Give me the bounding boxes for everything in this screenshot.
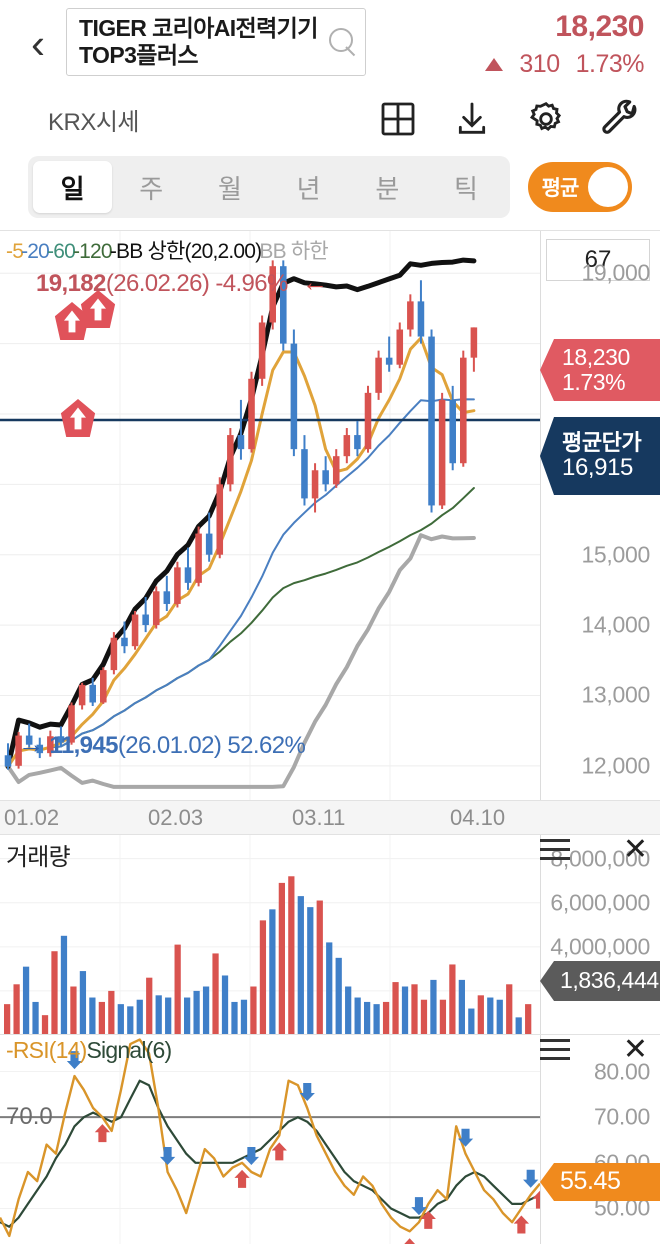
- rsi-panel[interactable]: -RSI(14)Signal(6) ✕ 70.0 80.00 70.00 60.00…: [0, 1034, 660, 1244]
- volume-axis-tick: 6,000,000: [550, 889, 650, 916]
- header-icon-group: [378, 99, 640, 139]
- symbol-title-line2: TOP3플러스: [79, 42, 199, 68]
- rsi-axis-tick: 80.00: [593, 1058, 650, 1085]
- symbol-search-box[interactable]: TIGER 코리아AI전력기기 TOP3플러스: [66, 8, 366, 76]
- back-button[interactable]: ‹: [10, 8, 66, 80]
- volume-panel[interactable]: 거래량 ✕ 8,000,0006,000,0004,000,0002,000,0…: [0, 834, 660, 1034]
- tab-minute[interactable]: 분: [375, 173, 399, 204]
- price-axis-tick: 14,000: [581, 611, 650, 638]
- price-change: 310: [519, 50, 560, 78]
- average-cost-value: 16,915: [562, 453, 634, 481]
- low-pct: 52.62%: [227, 732, 306, 759]
- low-value: 11,945: [49, 732, 118, 759]
- current-price-tag-pct: 1.73%: [562, 369, 626, 395]
- price-axis-tick: 13,000: [581, 681, 650, 708]
- average-toggle[interactable]: 평균: [528, 162, 632, 212]
- tab-day[interactable]: 일: [33, 161, 112, 213]
- low-date: (26.01.02): [117, 732, 222, 759]
- rsi-plot[interactable]: 70.0: [0, 1035, 540, 1244]
- average-cost-tag: 평균단가 16,915: [540, 417, 660, 495]
- price-chart-panel[interactable]: -5-20-60-120-BB 상한(20,2.00)BB 하한 19,182(…: [0, 230, 660, 800]
- volume-axis-tick: 4,000,000: [550, 933, 650, 960]
- rsi-axis-tick: 70.00: [593, 1103, 650, 1130]
- rsi-axis: 80.00 70.00 60.00 50.00: [540, 1035, 660, 1244]
- average-cost-label: 평균단가: [562, 429, 642, 455]
- triangle-up-icon: [485, 58, 504, 71]
- high-date: (26.02.26): [105, 270, 210, 297]
- download-icon[interactable]: [452, 99, 492, 139]
- price-block: 18,230 310 1.73%: [366, 8, 650, 79]
- low-annotation: → 11,945(26.01.02) 52.62%: [18, 729, 306, 760]
- tab-year[interactable]: 년: [296, 173, 321, 204]
- gear-icon[interactable]: [526, 99, 566, 139]
- legend-ma5: -5: [6, 240, 24, 263]
- legend-rsi: -RSI(14): [6, 1037, 87, 1063]
- chart-area: -5-20-60-120-BB 상한(20,2.00)BB 하한 19,182(…: [0, 230, 660, 1244]
- rsi-close-icon[interactable]: ✕: [622, 1033, 648, 1066]
- volume-hamburger-icon[interactable]: [540, 839, 570, 861]
- price-change-percent: 1.73%: [575, 50, 645, 78]
- date-axis-tick: 02.03: [148, 805, 204, 830]
- price-axis[interactable]: 67 19,00018,00017,00016,00015,00014,0001…: [540, 231, 660, 800]
- current-price-tag-value: 18,230: [562, 343, 630, 370]
- candle-count-box[interactable]: 67: [546, 239, 650, 281]
- current-price-tag: 18,230 1.73%: [540, 339, 660, 401]
- price-axis-tick: 12,000: [581, 752, 650, 779]
- high-value: 19,182: [36, 270, 106, 297]
- app-header: ‹ TIGER 코리아AI전력기기 TOP3플러스 18,230 310 1.7…: [0, 0, 660, 88]
- symbol-title-line1: TIGER 코리아AI전력기기: [79, 14, 318, 41]
- period-tab-bar: 일 주 월 년 분 틱 평균: [0, 150, 660, 230]
- rsi-value-tag: 55.45: [540, 1163, 660, 1201]
- average-toggle-label: 평균: [541, 177, 580, 200]
- price-axis-tick: 15,000: [581, 541, 650, 568]
- legend-ma20: -20: [21, 240, 50, 263]
- rsi-threshold-label: 70.0: [6, 1103, 53, 1131]
- arrow-left-icon: ←: [301, 267, 328, 297]
- tab-week[interactable]: 주: [139, 173, 163, 204]
- date-axis-tick: 01.02: [4, 805, 60, 830]
- tab-month[interactable]: 월: [217, 173, 242, 204]
- tab-tick[interactable]: 틱: [453, 173, 478, 204]
- price-axis-tick: 19,000: [581, 259, 650, 286]
- date-axis-tick: 04.10: [450, 805, 506, 830]
- legend-signal: Signal(6): [86, 1037, 173, 1063]
- search-icon[interactable]: [325, 25, 359, 59]
- high-pct: -4.96%: [215, 270, 288, 297]
- legend-ma60: -60: [47, 240, 76, 263]
- volume-value-tag: 1,836,444: [540, 961, 660, 1001]
- legend-bb-lower: BB 하한: [259, 240, 328, 263]
- symbol-title: TIGER 코리아AI전력기기 TOP3플러스: [79, 15, 325, 69]
- grid-layout-icon[interactable]: [378, 99, 418, 139]
- rsi-hamburger-icon[interactable]: [540, 1039, 570, 1061]
- price-plot[interactable]: [0, 231, 540, 800]
- date-axis: 01.02 02.03 03.11 04.10: [0, 800, 660, 834]
- rsi-legend: -RSI(14)Signal(6): [6, 1037, 173, 1064]
- date-axis-tick: 03.11: [292, 805, 346, 830]
- period-tabs: 일 주 월 년 분 틱: [28, 156, 510, 218]
- high-annotation: 19,182(26.02.26) -4.96% ←: [36, 267, 328, 298]
- chevron-left-icon: ‹: [31, 20, 45, 67]
- market-sub-bar: KRX시세: [0, 88, 660, 150]
- current-price: 18,230: [555, 10, 644, 43]
- toggle-knob: [588, 167, 628, 207]
- legend-ma120: -120: [72, 240, 113, 263]
- market-label: KRX시세: [48, 108, 140, 136]
- legend-bb-upper: -BB 상한(20,2.00): [109, 240, 262, 263]
- price-change-row: 310 1.73%: [485, 50, 645, 79]
- volume-plot[interactable]: [0, 835, 540, 1034]
- ma-legend: -5-20-60-120-BB 상한(20,2.00)BB 하한: [6, 235, 329, 265]
- volume-close-icon[interactable]: ✕: [622, 833, 648, 866]
- volume-title: 거래량: [6, 844, 71, 871]
- wrench-icon[interactable]: [600, 99, 640, 139]
- arrow-right-icon: →: [18, 729, 44, 759]
